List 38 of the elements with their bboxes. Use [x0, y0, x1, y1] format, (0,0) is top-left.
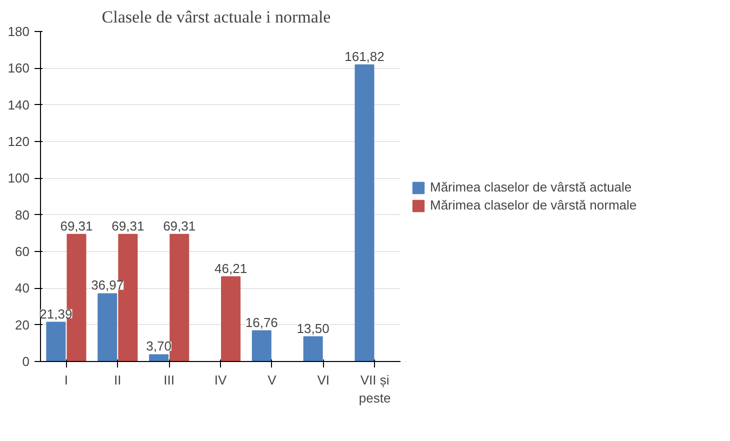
x-tick-label: V	[268, 372, 277, 388]
data-label: 69,31	[112, 218, 144, 234]
chart-title: Clasele de vârst actuale i normale	[102, 8, 331, 26]
bar	[149, 354, 169, 362]
x-tick-label: VII și peste	[358, 372, 391, 406]
x-tick-label: I	[64, 372, 68, 388]
data-label: 36,97	[91, 278, 124, 293]
data-label: 16,76	[245, 314, 278, 330]
y-tick-label: 140	[8, 97, 30, 112]
y-tick-label: 40	[15, 280, 30, 296]
y-tick-label: 60	[15, 244, 30, 259]
y-tick-label: 20	[15, 317, 30, 332]
x-tick-label: IV	[214, 372, 227, 388]
legend-label: Mărimea claselor de vârstă normale	[430, 198, 637, 212]
y-tick-label: 100	[8, 170, 30, 186]
bar	[354, 64, 374, 362]
y-tick-label: 160	[8, 60, 30, 76]
y-tick-label: 180	[8, 24, 30, 39]
legend-label: Mărimea claselor de vârstă actuale	[430, 180, 632, 194]
data-label: 69,31	[163, 218, 196, 234]
bar	[221, 276, 241, 362]
bar	[46, 322, 66, 362]
y-tick-label: 80	[15, 207, 30, 222]
bar	[303, 336, 323, 362]
y-tick-label: 120	[8, 134, 30, 149]
data-label: 3,70	[146, 338, 172, 354]
data-label: 46,21	[214, 260, 248, 276]
bar	[170, 234, 190, 362]
x-tick-label: VI	[317, 372, 330, 388]
x-tick-label: II	[114, 372, 122, 388]
y-tick-label: 0	[22, 354, 30, 369]
bar	[98, 293, 118, 362]
data-label: 13,50	[296, 320, 330, 336]
x-tick-label: III	[164, 372, 174, 388]
data-label: 69,31	[60, 218, 93, 234]
data-label: 161,82	[344, 48, 384, 64]
data-label: 21,39	[40, 306, 72, 322]
bar	[252, 330, 272, 362]
